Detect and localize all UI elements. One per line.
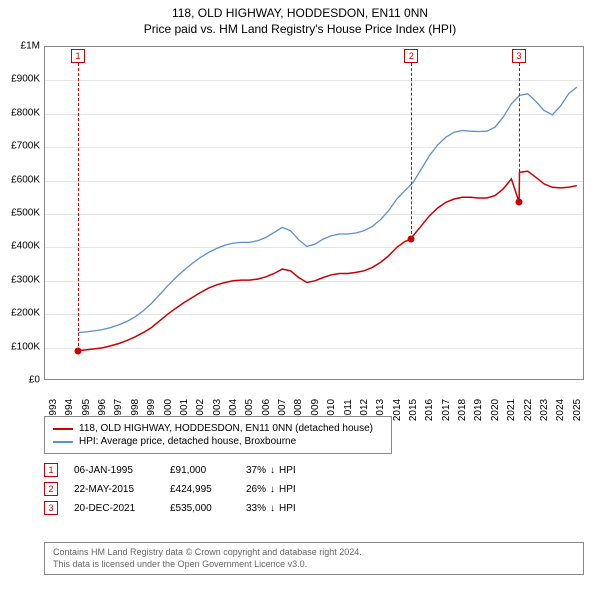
x-axis-label: 2020 [490, 399, 501, 421]
marker-badge: 1 [71, 49, 85, 63]
transaction-row: 3 20-DEC-2021 £535,000 33% ↓ HPI [44, 501, 296, 515]
transaction-diff-suffix: HPI [279, 503, 296, 514]
legend-item: HPI: Average price, detached house, Brox… [53, 436, 383, 447]
transaction-date: 20-DEC-2021 [74, 503, 154, 514]
x-axis-label: 2021 [506, 399, 517, 421]
transaction-price: £91,000 [170, 465, 230, 476]
x-axis-label: 2015 [408, 399, 419, 421]
transaction-marker: 3 [44, 501, 58, 515]
down-arrow-icon: ↓ [270, 484, 275, 495]
transaction-row: 2 22-MAY-2015 £424,995 26% ↓ HPI [44, 482, 296, 496]
y-axis-label: £0 [4, 375, 40, 386]
transaction-price: £535,000 [170, 503, 230, 514]
transaction-diff: 33% ↓ HPI [246, 503, 296, 514]
y-axis-label: £900K [4, 74, 40, 85]
chart-subtitle: Price paid vs. HM Land Registry's House … [0, 22, 600, 36]
transaction-row: 1 06-JAN-1995 £91,000 37% ↓ HPI [44, 463, 296, 477]
x-axis-label: 2018 [457, 399, 468, 421]
transaction-price: £424,995 [170, 484, 230, 495]
y-axis-label: £1M [4, 41, 40, 52]
marker-dot [75, 347, 82, 354]
marker-badge: 3 [512, 49, 526, 63]
y-axis-label: £300K [4, 274, 40, 285]
x-axis-label: 2022 [523, 399, 534, 421]
x-axis-label: 2016 [424, 399, 435, 421]
marker-dot [516, 199, 523, 206]
legend-swatch [53, 441, 73, 443]
transaction-diff-suffix: HPI [279, 465, 296, 476]
chart-svg [45, 47, 585, 381]
transaction-diff-suffix: HPI [279, 484, 296, 495]
transaction-date: 22-MAY-2015 [74, 484, 154, 495]
marker-line [78, 63, 79, 351]
marker-badge: 2 [404, 49, 418, 63]
transaction-diff-pct: 37% [246, 465, 266, 476]
x-axis-label: 2017 [441, 399, 452, 421]
legend-swatch [53, 428, 73, 430]
x-axis-label: 2025 [572, 399, 583, 421]
down-arrow-icon: ↓ [270, 503, 275, 514]
legend-item: 118, OLD HIGHWAY, HODDESDON, EN11 0NN (d… [53, 423, 383, 434]
series-line [78, 87, 577, 333]
x-axis-label: 2019 [473, 399, 484, 421]
legend-label: 118, OLD HIGHWAY, HODDESDON, EN11 0NN (d… [79, 423, 373, 434]
series-line [78, 171, 577, 350]
y-axis-label: £700K [4, 141, 40, 152]
legend-label: HPI: Average price, detached house, Brox… [79, 436, 296, 447]
y-axis-label: £100K [4, 341, 40, 352]
x-axis-label: 2014 [392, 399, 403, 421]
transaction-marker: 2 [44, 482, 58, 496]
transaction-diff-pct: 33% [246, 503, 266, 514]
y-axis-label: £500K [4, 208, 40, 219]
y-axis-label: £800K [4, 107, 40, 118]
transaction-diff-pct: 26% [246, 484, 266, 495]
footer-line: Contains HM Land Registry data © Crown c… [53, 547, 575, 559]
marker-line [519, 63, 520, 202]
transaction-diff: 26% ↓ HPI [246, 484, 296, 495]
transaction-diff: 37% ↓ HPI [246, 465, 296, 476]
x-axis-label: 2023 [539, 399, 550, 421]
y-axis-label: £600K [4, 174, 40, 185]
down-arrow-icon: ↓ [270, 465, 275, 476]
x-axis-label: 2024 [555, 399, 566, 421]
y-axis-label: £200K [4, 308, 40, 319]
footer-line: This data is licensed under the Open Gov… [53, 559, 575, 571]
chart-title: 118, OLD HIGHWAY, HODDESDON, EN11 0NN [0, 6, 600, 20]
marker-dot [408, 236, 415, 243]
y-axis-label: £400K [4, 241, 40, 252]
chart-title-block: 118, OLD HIGHWAY, HODDESDON, EN11 0NN Pr… [0, 0, 600, 40]
transaction-date: 06-JAN-1995 [74, 465, 154, 476]
marker-line [411, 63, 412, 239]
transaction-marker: 1 [44, 463, 58, 477]
